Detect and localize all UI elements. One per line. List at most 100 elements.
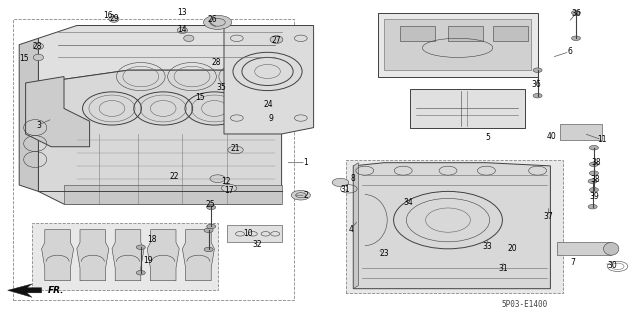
Text: 26: 26 bbox=[207, 15, 218, 24]
Ellipse shape bbox=[109, 16, 119, 22]
Text: 31: 31 bbox=[340, 185, 351, 194]
Text: 29: 29 bbox=[109, 14, 119, 23]
Ellipse shape bbox=[136, 271, 145, 275]
Polygon shape bbox=[64, 185, 282, 204]
Ellipse shape bbox=[332, 178, 349, 187]
Ellipse shape bbox=[588, 204, 597, 209]
Polygon shape bbox=[38, 26, 282, 83]
Polygon shape bbox=[42, 230, 74, 281]
Text: 5: 5 bbox=[485, 133, 490, 142]
Ellipse shape bbox=[221, 184, 237, 192]
Ellipse shape bbox=[33, 43, 44, 49]
Text: 38: 38 bbox=[591, 158, 602, 167]
Polygon shape bbox=[32, 223, 218, 290]
Ellipse shape bbox=[177, 27, 188, 33]
Ellipse shape bbox=[136, 245, 145, 249]
Ellipse shape bbox=[228, 146, 243, 154]
Polygon shape bbox=[38, 70, 282, 204]
Ellipse shape bbox=[291, 190, 310, 200]
Text: 31: 31 bbox=[498, 264, 508, 273]
Polygon shape bbox=[77, 230, 109, 281]
Ellipse shape bbox=[589, 162, 598, 167]
Text: 39: 39 bbox=[589, 192, 599, 201]
Text: 4: 4 bbox=[348, 225, 353, 234]
Text: 13: 13 bbox=[177, 8, 188, 17]
Text: 2: 2 bbox=[303, 191, 308, 200]
Ellipse shape bbox=[207, 224, 216, 229]
Ellipse shape bbox=[589, 145, 598, 150]
Text: 34: 34 bbox=[403, 198, 413, 207]
Ellipse shape bbox=[204, 247, 213, 252]
Text: 27: 27 bbox=[271, 36, 282, 45]
Text: 12: 12 bbox=[221, 177, 230, 186]
Text: 7: 7 bbox=[570, 258, 575, 267]
Polygon shape bbox=[26, 77, 90, 147]
Polygon shape bbox=[182, 230, 214, 281]
Text: 15: 15 bbox=[195, 93, 205, 102]
Text: 30: 30 bbox=[607, 261, 617, 270]
Ellipse shape bbox=[572, 36, 580, 41]
Text: 32: 32 bbox=[252, 240, 262, 249]
Polygon shape bbox=[493, 26, 528, 41]
Ellipse shape bbox=[572, 11, 580, 15]
Text: 40: 40 bbox=[547, 132, 557, 141]
Polygon shape bbox=[353, 163, 358, 289]
Polygon shape bbox=[346, 160, 563, 293]
Polygon shape bbox=[410, 89, 525, 128]
Text: 33: 33 bbox=[483, 242, 493, 251]
Text: 23: 23 bbox=[379, 249, 389, 258]
Text: 9: 9 bbox=[269, 114, 274, 122]
Text: 22: 22 bbox=[170, 172, 179, 181]
Text: 1: 1 bbox=[303, 158, 308, 167]
Text: 8: 8 bbox=[350, 174, 355, 182]
Polygon shape bbox=[227, 225, 282, 242]
Polygon shape bbox=[378, 13, 538, 77]
Text: 36: 36 bbox=[571, 9, 581, 18]
Ellipse shape bbox=[533, 93, 542, 98]
Text: 20: 20 bbox=[507, 244, 517, 253]
Text: 10: 10 bbox=[243, 229, 253, 238]
Ellipse shape bbox=[589, 188, 598, 192]
Polygon shape bbox=[147, 230, 179, 281]
Text: 3: 3 bbox=[36, 121, 41, 130]
Text: FR.: FR. bbox=[48, 286, 65, 295]
Text: 36: 36 bbox=[531, 80, 541, 89]
Text: 37: 37 bbox=[543, 212, 553, 221]
Ellipse shape bbox=[270, 36, 283, 43]
Polygon shape bbox=[112, 230, 144, 281]
Polygon shape bbox=[19, 38, 38, 191]
Polygon shape bbox=[353, 163, 550, 289]
Text: 28: 28 bbox=[212, 58, 221, 67]
Polygon shape bbox=[384, 19, 531, 70]
Text: 25: 25 bbox=[205, 200, 215, 209]
Text: 16: 16 bbox=[102, 11, 113, 20]
Text: 15: 15 bbox=[19, 54, 29, 63]
Ellipse shape bbox=[604, 242, 619, 255]
Text: 14: 14 bbox=[177, 26, 188, 34]
Polygon shape bbox=[8, 284, 42, 297]
Text: 17: 17 bbox=[224, 186, 234, 195]
Ellipse shape bbox=[533, 68, 542, 72]
Text: 21: 21 bbox=[231, 144, 240, 152]
Text: 24: 24 bbox=[263, 100, 273, 109]
Text: 11: 11 bbox=[597, 135, 606, 144]
Ellipse shape bbox=[184, 35, 194, 41]
Text: 38: 38 bbox=[590, 175, 600, 184]
Ellipse shape bbox=[204, 15, 232, 29]
Ellipse shape bbox=[207, 205, 216, 210]
Polygon shape bbox=[448, 26, 483, 41]
Text: 6: 6 bbox=[567, 47, 572, 56]
Ellipse shape bbox=[204, 228, 213, 233]
Text: 35: 35 bbox=[216, 83, 227, 92]
Polygon shape bbox=[224, 26, 314, 134]
Ellipse shape bbox=[589, 171, 598, 175]
Ellipse shape bbox=[588, 179, 597, 183]
Text: 5P03-E1400: 5P03-E1400 bbox=[502, 300, 548, 309]
Text: 19: 19 bbox=[143, 256, 154, 265]
Polygon shape bbox=[557, 242, 611, 255]
Ellipse shape bbox=[33, 54, 44, 61]
Polygon shape bbox=[560, 124, 602, 140]
Text: 18: 18 bbox=[148, 235, 157, 244]
Ellipse shape bbox=[210, 175, 225, 182]
Text: 28: 28 bbox=[33, 42, 42, 51]
